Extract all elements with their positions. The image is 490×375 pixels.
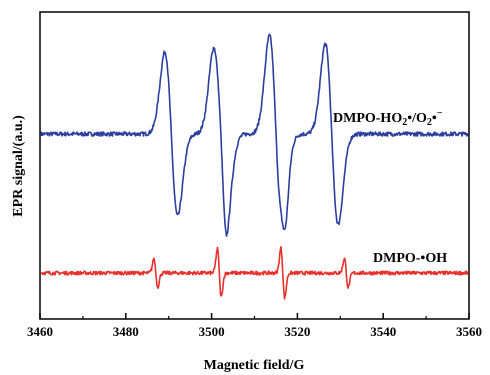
x-axis-title: Magnetic field/G — [204, 358, 305, 373]
x-tick-label: 3560 — [456, 324, 482, 339]
y-axis-title: EPR signal/(a.u.) — [11, 115, 26, 217]
series-line-dmpo-ho2-o2 — [40, 33, 469, 237]
x-tick-label: 3520 — [284, 324, 310, 339]
series-label-dmpo-ho2: DMPO-HO2•/O2•− — [333, 108, 443, 128]
x-axis: 3460 3480 3500 3520 3540 3560 — [27, 313, 482, 339]
series-line-dmpo-oh — [40, 246, 469, 300]
series-layer — [40, 33, 469, 300]
x-tick-label: 3480 — [113, 324, 139, 339]
x-tick-label: 3460 — [27, 324, 53, 339]
x-tick-label: 3500 — [199, 324, 225, 339]
x-tick-label: 3540 — [370, 324, 396, 339]
series-label-dmpo-oh: DMPO-•OH — [373, 251, 447, 266]
